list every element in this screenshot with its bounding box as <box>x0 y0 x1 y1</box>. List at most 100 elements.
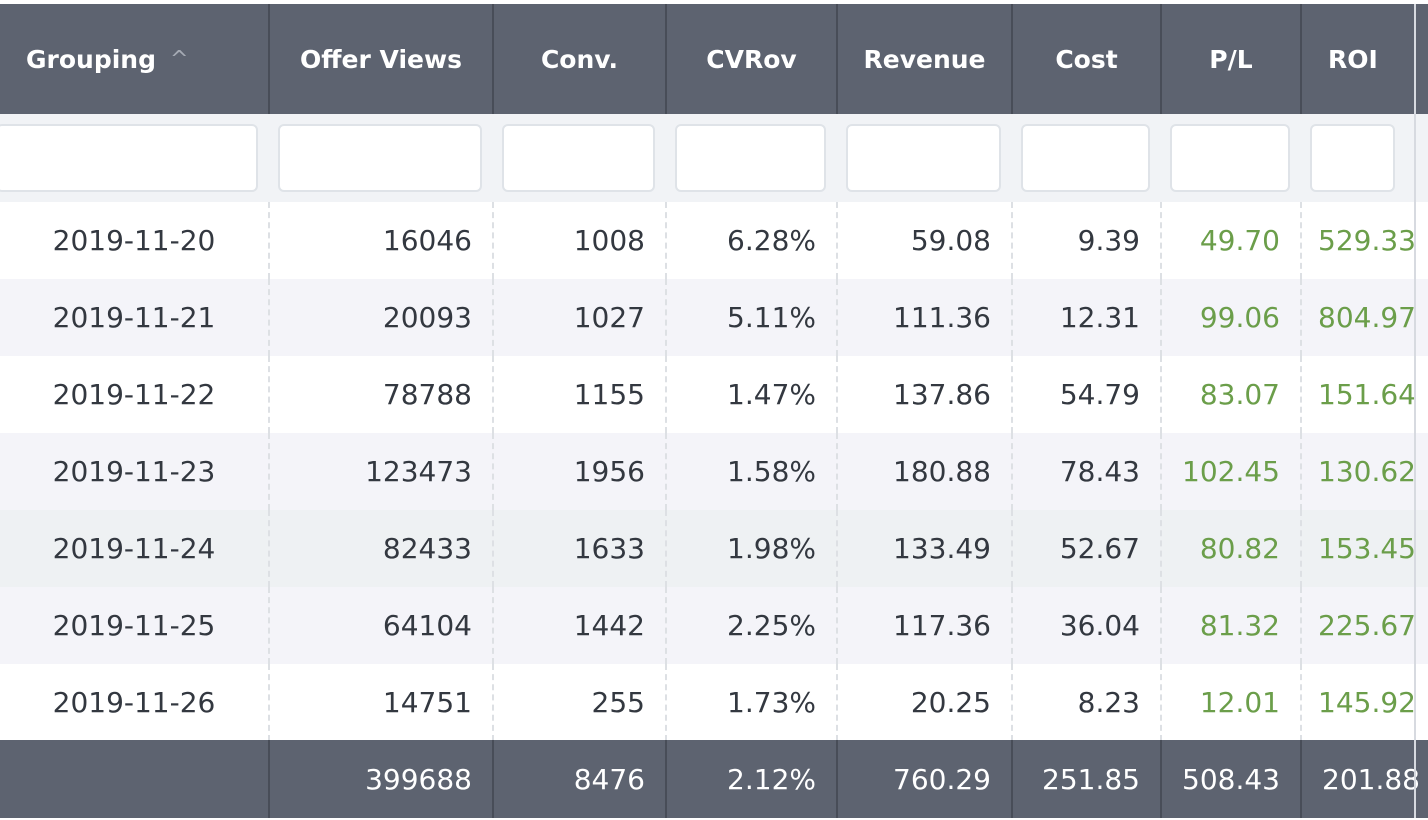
table-row[interactable]: 2019-11-23 123473 1956 1.58% 180.88 78.43 102.… <box>0 433 1428 510</box>
column-header-cvrov[interactable]: CVRov <box>665 4 836 114</box>
cell-cvrov: 1.73% <box>665 664 836 741</box>
cell-revenue: 117.36 <box>836 587 1011 664</box>
table-row[interactable]: 2019-11-21 20093 1027 5.11% 111.36 12.31 99.06… <box>0 279 1428 356</box>
cell-cvrov: 5.11% <box>665 279 836 356</box>
table-row[interactable]: 2019-11-22 78788 1155 1.47% 137.86 54.79 83.07… <box>0 356 1428 433</box>
column-header-pl[interactable]: P/L <box>1160 4 1300 114</box>
filter-input-revenue[interactable] <box>846 124 1001 192</box>
cell-offer-views: 64104 <box>268 587 492 664</box>
column-header-grouping[interactable]: Grouping ^ <box>0 4 268 114</box>
cell-roi: 130.62 <box>1300 433 1428 510</box>
filter-cell <box>665 114 836 202</box>
column-header-label: P/L <box>1209 44 1253 74</box>
totals-cell-grouping <box>0 740 268 818</box>
cell-revenue: 59.08 <box>836 202 1011 279</box>
filter-cell <box>1160 114 1300 202</box>
filter-input-roi[interactable] <box>1310 124 1395 192</box>
cell-offer-views: 16046 <box>268 202 492 279</box>
column-header-label: Revenue <box>863 44 986 74</box>
column-header-label: CVRov <box>706 44 797 74</box>
table-row[interactable]: 2019-11-25 64104 1442 2.25% 117.36 36.04 81.32… <box>0 587 1428 664</box>
filter-input-cvrov[interactable] <box>675 124 826 192</box>
cell-pl: 49.70 <box>1160 202 1300 279</box>
cell-cost: 12.31 <box>1011 279 1160 356</box>
filter-cell <box>1300 114 1405 202</box>
column-header-cost[interactable]: Cost <box>1011 4 1160 114</box>
column-header-revenue[interactable]: Revenue <box>836 4 1011 114</box>
cell-revenue: 180.88 <box>836 433 1011 510</box>
column-header-label: ROI <box>1328 44 1378 74</box>
table-row[interactable]: 2019-11-24 82433 1633 1.98% 133.49 52.67 80.82… <box>0 510 1428 587</box>
totals-cell-revenue: 760.29 <box>836 740 1011 818</box>
cell-conv: 1155 <box>492 356 665 433</box>
cell-cvrov: 1.98% <box>665 510 836 587</box>
cell-cost: 52.67 <box>1011 510 1160 587</box>
cell-roi: 225.67 <box>1300 587 1428 664</box>
column-header-label: Grouping <box>26 44 156 74</box>
column-header-conv[interactable]: Conv. <box>492 4 665 114</box>
totals-row: 399688 8476 2.12% 760.29 251.85 508.43 2… <box>0 740 1428 818</box>
cell-roi: 529.33 <box>1300 202 1428 279</box>
cell-roi: 145.92 <box>1300 664 1428 741</box>
filter-input-cost[interactable] <box>1021 124 1150 192</box>
cell-cost: 54.79 <box>1011 356 1160 433</box>
totals-cell-offer-views: 399688 <box>268 740 492 818</box>
cell-offer-views: 82433 <box>268 510 492 587</box>
cell-conv: 1027 <box>492 279 665 356</box>
header-row: Grouping ^ Offer Views Conv. CVRov Reven… <box>0 4 1428 114</box>
cell-grouping: 2019-11-26 <box>52 686 216 719</box>
totals-cell-pl: 508.43 <box>1160 740 1300 818</box>
cell-offer-views: 20093 <box>268 279 492 356</box>
cell-pl: 99.06 <box>1160 279 1300 356</box>
totals-cell-conv: 8476 <box>492 740 665 818</box>
totals-cell-cost: 251.85 <box>1011 740 1160 818</box>
cell-offer-views: 78788 <box>268 356 492 433</box>
cell-pl: 81.32 <box>1160 587 1300 664</box>
cell-pl: 102.45 <box>1160 433 1300 510</box>
cell-cvrov: 1.58% <box>665 433 836 510</box>
cell-conv: 1956 <box>492 433 665 510</box>
cell-roi: 153.45 <box>1300 510 1428 587</box>
cell-cost: 8.23 <box>1011 664 1160 741</box>
filter-cell <box>0 114 268 202</box>
cell-roi: 804.97 <box>1300 279 1428 356</box>
column-header-offer-views[interactable]: Offer Views <box>268 4 492 114</box>
cell-pl: 80.82 <box>1160 510 1300 587</box>
cell-grouping: 2019-11-23 <box>52 455 216 488</box>
column-header-roi[interactable]: ROI <box>1300 4 1428 114</box>
cell-grouping: 2019-11-21 <box>52 301 216 334</box>
column-header-label: Conv. <box>540 44 619 74</box>
cell-revenue: 20.25 <box>836 664 1011 741</box>
cell-roi: 151.64 <box>1300 356 1428 433</box>
cell-cost: 78.43 <box>1011 433 1160 510</box>
cell-grouping: 2019-11-24 <box>52 532 216 565</box>
cell-grouping: 2019-11-25 <box>52 609 216 642</box>
cell-cvrov: 1.47% <box>665 356 836 433</box>
filter-input-pl[interactable] <box>1170 124 1290 192</box>
column-header-label: Cost <box>1055 44 1118 74</box>
totals-cell-cvrov: 2.12% <box>665 740 836 818</box>
filter-input-conv[interactable] <box>502 124 655 192</box>
filter-input-grouping[interactable] <box>0 124 258 192</box>
scroll-edge <box>1414 4 1416 818</box>
filter-input-offer-views[interactable] <box>278 124 482 192</box>
cell-conv: 1633 <box>492 510 665 587</box>
filter-cell <box>1011 114 1160 202</box>
table-row[interactable]: 2019-11-26 14751 255 1.73% 20.25 8.23 12.01 145… <box>0 664 1428 741</box>
table-row[interactable]: 2019-11-20 16046 1008 6.28% 59.08 9.39 49.70 52… <box>0 202 1428 279</box>
cell-conv: 255 <box>492 664 665 741</box>
cell-revenue: 137.86 <box>836 356 1011 433</box>
cell-revenue: 111.36 <box>836 279 1011 356</box>
cell-cost: 36.04 <box>1011 587 1160 664</box>
cell-conv: 1442 <box>492 587 665 664</box>
cell-revenue: 133.49 <box>836 510 1011 587</box>
cell-conv: 1008 <box>492 202 665 279</box>
cell-grouping: 2019-11-20 <box>52 224 216 257</box>
cell-pl: 83.07 <box>1160 356 1300 433</box>
filter-cell <box>836 114 1011 202</box>
totals-cell-roi: 201.88 <box>1300 740 1428 818</box>
filter-cell <box>268 114 492 202</box>
filter-row <box>0 114 1428 202</box>
column-header-label: Offer Views <box>300 44 462 74</box>
